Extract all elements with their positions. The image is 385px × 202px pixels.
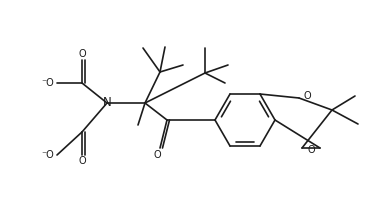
- Text: N: N: [103, 97, 111, 109]
- Text: O: O: [78, 49, 86, 59]
- Text: ⁻O: ⁻O: [41, 150, 54, 160]
- Text: O: O: [304, 91, 311, 101]
- Text: O: O: [307, 145, 315, 155]
- Text: ⁻O: ⁻O: [41, 78, 54, 88]
- Text: O: O: [153, 150, 161, 160]
- Text: O: O: [78, 156, 86, 166]
